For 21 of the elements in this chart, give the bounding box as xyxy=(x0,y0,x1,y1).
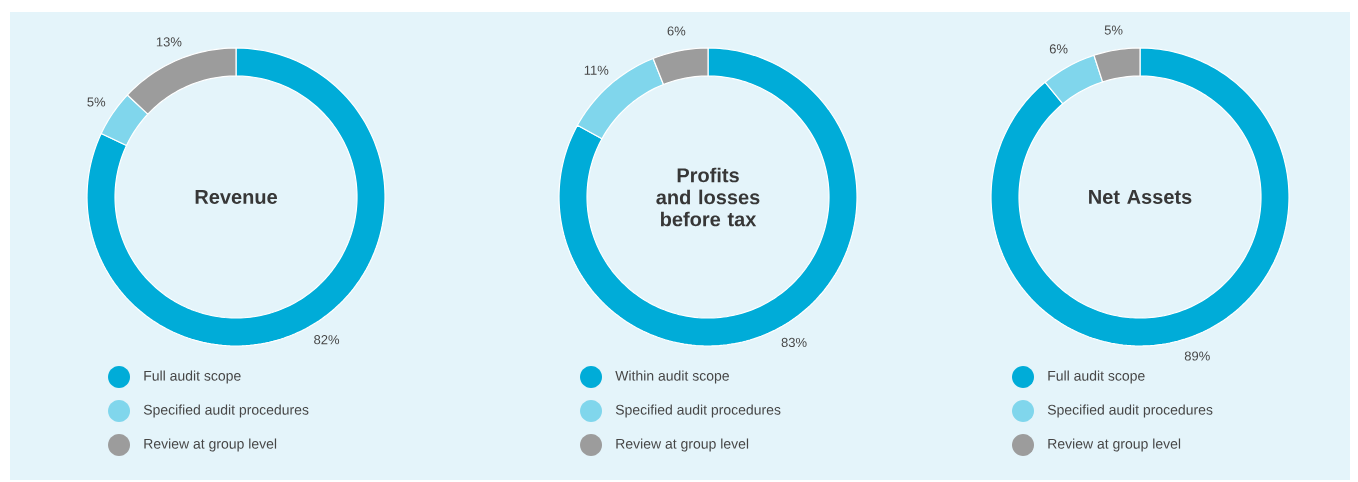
data-label: 13% xyxy=(156,37,182,47)
legend-label: Review at group level xyxy=(144,438,277,452)
text: Revenue xyxy=(195,190,278,204)
data-label: 5% xyxy=(87,97,106,107)
data-label: 5% xyxy=(1104,25,1123,35)
data-label: 82% xyxy=(314,335,340,345)
data-label: 83% xyxy=(781,337,807,348)
text: Profits and losses before tax xyxy=(656,167,760,227)
data-label: 6% xyxy=(1049,44,1068,54)
legend-label: Within audit scope xyxy=(615,370,729,384)
legend-label: Specified audit procedures xyxy=(143,404,309,418)
data-label: 11% xyxy=(584,65,609,75)
data-label: 6% xyxy=(667,26,686,36)
legend-label: Full audit scope xyxy=(144,370,241,384)
legend-label: Specified audit procedures xyxy=(1047,404,1213,418)
data-label: 89% xyxy=(1184,351,1210,361)
legend-label: Specified audit procedures xyxy=(615,404,781,418)
legend-label: Full audit scope xyxy=(1048,370,1145,384)
legend-label: Review at group level xyxy=(616,438,749,452)
text: Net Assets xyxy=(1089,190,1192,204)
legend-label: Review at group level xyxy=(1048,438,1181,452)
